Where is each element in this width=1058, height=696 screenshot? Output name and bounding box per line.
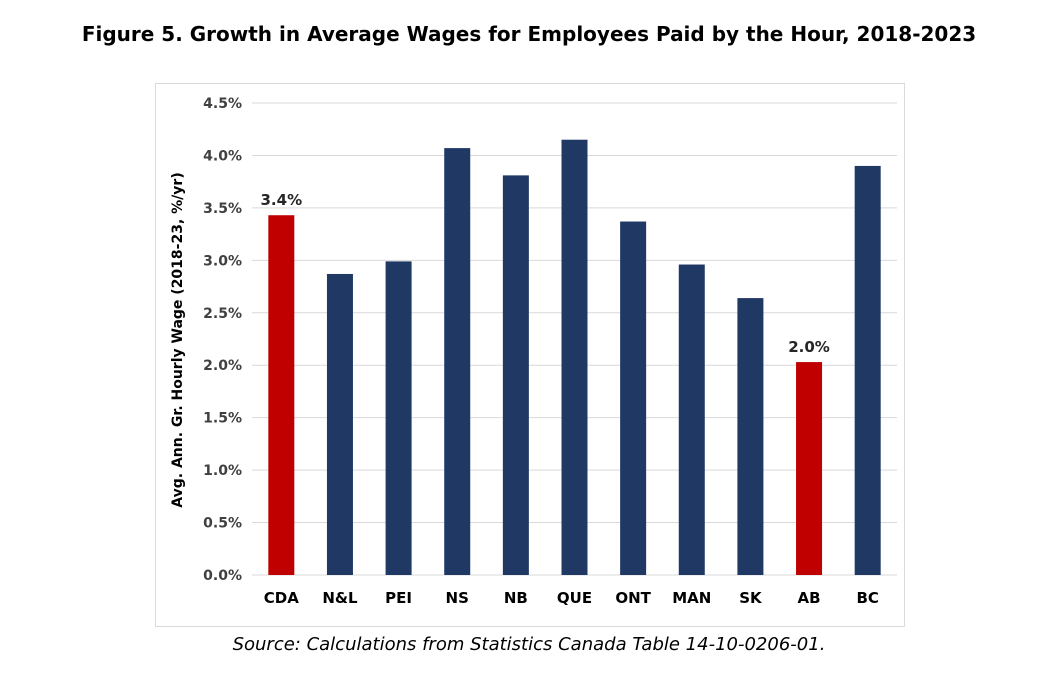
bar-ab <box>796 362 823 575</box>
figure-title: Figure 5. Growth in Average Wages for Em… <box>81 22 977 46</box>
y-tick-label: 3.5% <box>203 201 242 217</box>
x-tick-label: ONT <box>615 589 651 607</box>
x-tick-label: QUE <box>557 589 592 607</box>
y-tick-label: 2.5% <box>203 306 242 322</box>
x-tick-label: CDA <box>264 589 299 607</box>
y-axis-ticks: 0.0% 0.5% 1.0% 1.5% 2.0% 2.5% 3.0% 3.5% 4.0% 4.5% <box>203 96 242 584</box>
y-axis-title: Avg. Ann. Gr. Hourly Wage (2018-23, %/yr… <box>170 172 186 507</box>
x-tick-label: MAN <box>672 589 711 607</box>
x-tick-label: SK <box>739 589 763 607</box>
x-tick-label: AB <box>798 589 821 607</box>
data-label: 2.0% <box>788 338 830 356</box>
bar-ont <box>620 221 647 575</box>
y-tick-label: 2.0% <box>203 358 242 374</box>
bar-nb <box>502 175 529 575</box>
x-tick-label: NB <box>504 589 528 607</box>
data-labels: 3.4% 2.0% <box>261 191 830 356</box>
bar-ns <box>444 148 471 575</box>
bar-man <box>678 264 705 575</box>
bars <box>268 139 881 575</box>
y-tick-label: 4.5% <box>203 96 242 112</box>
bar-sk <box>737 298 764 575</box>
y-tick-label: 1.0% <box>203 463 242 479</box>
data-label: 3.4% <box>261 191 303 209</box>
bar-chart: 0.0% 0.5% 1.0% 1.5% 2.0% 2.5% 3.0% 3.5% 4.0% 4.5%… <box>170 96 897 607</box>
bar-n-l <box>326 273 353 575</box>
y-tick-label: 3.0% <box>203 253 242 269</box>
x-tick-label: N&L <box>322 589 358 607</box>
x-tick-label: BC <box>856 589 878 607</box>
source-note: Source: Calculations from Statistics Can… <box>232 634 826 655</box>
y-tick-label: 1.5% <box>203 411 242 427</box>
y-tick-label: 4.0% <box>203 148 242 164</box>
bar-cda <box>268 215 295 575</box>
x-axis-ticks: CDA N&L PEI NS NB QUE ONT MAN SK AB BC <box>264 589 879 607</box>
x-tick-label: NS <box>446 589 469 607</box>
y-tick-label: 0.5% <box>203 516 242 532</box>
x-tick-label: PEI <box>385 589 412 607</box>
bar-pei <box>385 261 412 575</box>
bar-que <box>561 139 588 575</box>
y-tick-label: 0.0% <box>203 568 242 584</box>
bar-bc <box>854 165 881 575</box>
